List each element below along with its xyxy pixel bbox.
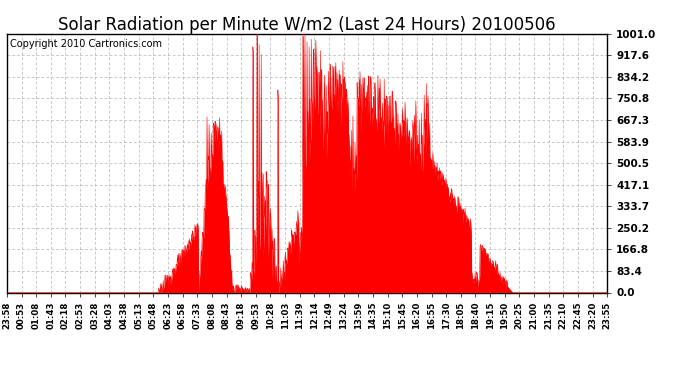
Title: Solar Radiation per Minute W/m2 (Last 24 Hours) 20100506: Solar Radiation per Minute W/m2 (Last 24… bbox=[58, 16, 556, 34]
Text: Copyright 2010 Cartronics.com: Copyright 2010 Cartronics.com bbox=[10, 39, 162, 49]
